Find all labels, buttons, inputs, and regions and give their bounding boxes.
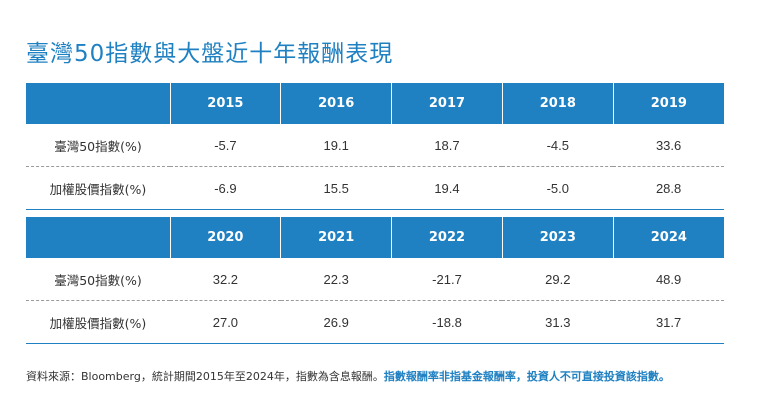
year-header: 2023: [501, 217, 614, 258]
return-value: -5.7: [170, 124, 281, 167]
returns-table-2015-2019: 2015 2016 2017 2018 2019 臺灣50指數(%) -5.7 …: [26, 83, 724, 210]
return-value: 29.2: [502, 258, 614, 301]
year-header: 2019: [612, 83, 724, 124]
table-row: 臺灣50指數(%) -5.7 19.1 18.7 -4.5 33.6: [26, 124, 724, 167]
return-value: 28.8: [613, 166, 724, 210]
table-row: 加權股價指數(%) -6.9 15.5 19.4 -5.0 28.8: [26, 166, 724, 210]
return-value: 31.7: [613, 300, 724, 344]
return-value: 26.9: [280, 300, 392, 344]
table-row: 臺灣50指數(%) 32.2 22.3 -21.7 29.2 48.9: [26, 258, 724, 301]
year-header: 2016: [280, 83, 392, 124]
year-header: 2015: [169, 83, 281, 124]
return-value: 19.1: [280, 124, 392, 167]
return-value: -5.0: [502, 166, 614, 210]
return-value: 31.3: [502, 300, 614, 344]
return-value: -21.7: [391, 258, 503, 301]
year-header: 2024: [612, 217, 724, 258]
row-label: 臺灣50指數(%): [26, 124, 170, 167]
return-value: 19.4: [391, 166, 503, 210]
returns-table-2020-2024: 2020 2021 2022 2023 2024 臺灣50指數(%) 32.2 …: [26, 217, 724, 344]
row-label: 臺灣50指數(%): [26, 258, 170, 301]
return-value: -18.8: [391, 300, 503, 344]
year-header: 2018: [501, 83, 614, 124]
source-footnote: 資料來源：Bloomberg，統計期間2015年至2024年，指數為含息報酬。指…: [26, 368, 670, 384]
year-header: 2020: [169, 217, 281, 258]
page-title: 臺灣50指數與大盤近十年報酬表現: [26, 41, 394, 67]
return-value: 27.0: [170, 300, 281, 344]
return-value: 15.5: [280, 166, 392, 210]
footnote-source: 資料來源：Bloomberg，統計期間2015年至2024年，指數為含息報酬。: [26, 370, 384, 383]
return-value: 18.7: [391, 124, 503, 167]
header-blank-cell: [26, 217, 170, 258]
return-value: 48.9: [613, 258, 724, 301]
row-label: 加權股價指數(%): [26, 300, 170, 344]
return-value: 22.3: [280, 258, 392, 301]
footnote-disclaimer: 指數報酬率非指基金報酬率，投資人不可直接投資該指數。: [383, 370, 670, 383]
return-value: -6.9: [170, 166, 281, 210]
return-value: 32.2: [170, 258, 281, 301]
header-blank-cell: [26, 83, 170, 124]
year-header: 2022: [391, 217, 503, 258]
table-row: 加權股價指數(%) 27.0 26.9 -18.8 31.3 31.7: [26, 300, 724, 344]
year-header-row: 2015 2016 2017 2018 2019: [26, 83, 724, 124]
return-value: -4.5: [502, 124, 614, 167]
year-header: 2017: [391, 83, 503, 124]
year-header-row: 2020 2021 2022 2023 2024: [26, 217, 724, 258]
year-header: 2021: [280, 217, 392, 258]
row-label: 加權股價指數(%): [26, 166, 170, 210]
return-value: 33.6: [613, 124, 724, 167]
